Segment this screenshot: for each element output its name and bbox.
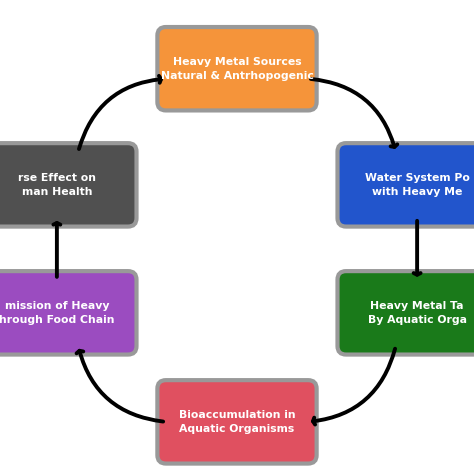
FancyBboxPatch shape <box>157 27 317 110</box>
Text: Heavy Metal Ta
By Aquatic Orga: Heavy Metal Ta By Aquatic Orga <box>368 301 466 325</box>
FancyBboxPatch shape <box>337 271 474 355</box>
FancyBboxPatch shape <box>337 143 474 227</box>
Text: rse Effect on
man Health: rse Effect on man Health <box>18 173 96 197</box>
FancyBboxPatch shape <box>0 271 137 355</box>
Text: Heavy Metal Sources
Natural & Antrhopogenic: Heavy Metal Sources Natural & Antrhopoge… <box>161 57 313 81</box>
Text: Bioaccumulation in
Aquatic Organisms: Bioaccumulation in Aquatic Organisms <box>179 410 295 434</box>
Text: mission of Heavy
hrough Food Chain: mission of Heavy hrough Food Chain <box>0 301 115 325</box>
Text: Water System Po
with Heavy Me: Water System Po with Heavy Me <box>365 173 470 197</box>
FancyBboxPatch shape <box>0 143 137 227</box>
FancyBboxPatch shape <box>157 380 317 464</box>
